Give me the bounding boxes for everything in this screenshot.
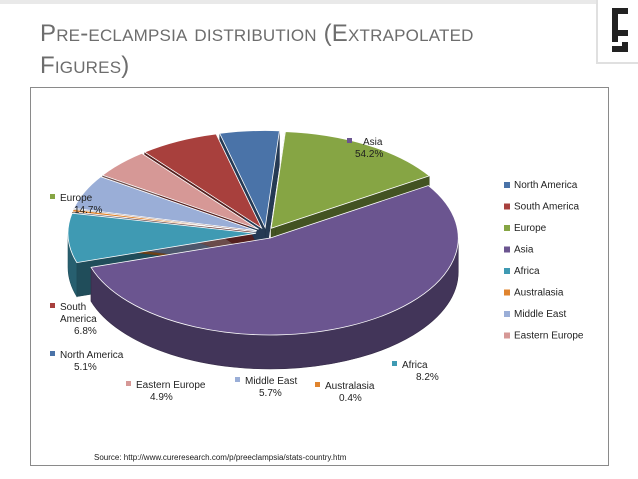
legend-item-asia: Asia: [504, 245, 534, 256]
legend-item-north-america: North America: [504, 180, 578, 191]
data-label-swatch-australasia: [315, 382, 320, 387]
data-label-swatch-eastern-europe: [126, 381, 131, 386]
legend-swatch-africa: [504, 268, 510, 274]
data-label-swatch-south-america: [50, 303, 55, 308]
top-rule: [0, 0, 600, 4]
pie-slice-middle-east: [73, 176, 257, 232]
slide-title: Pre-eclampsia distribution (Extrapolated…: [40, 18, 560, 82]
data-label-name-south-america: South America: [60, 302, 97, 325]
legend-item-middle-east: Middle East: [504, 309, 566, 320]
data-label-value-middle-east: 5.7%: [259, 388, 282, 399]
legend-label-australasia: Australasia: [514, 288, 564, 299]
slide-title-line-2: Figures): [40, 52, 130, 79]
legend-label-eastern-europe: Eastern Europe: [514, 331, 584, 342]
pie-slice-australasia: [71, 208, 257, 233]
pie-chart: North America5.1%Europe14.7%Asia54.2%Afr…: [50, 130, 584, 404]
data-label-value-south-america: 6.8%: [74, 326, 97, 337]
legend-swatch-south-america: [504, 203, 510, 210]
legend-label-south-america: South America: [514, 202, 579, 213]
data-label-name-north-america: North America: [60, 350, 124, 361]
legend-label-europe: Europe: [514, 223, 547, 234]
data-label-name-europe: Europe: [60, 193, 93, 204]
legend-swatch-eastern-europe: [504, 332, 510, 339]
data-label-value-north-america: 5.1%: [74, 362, 97, 373]
pie-slice-asia: [90, 185, 459, 336]
pie-slice-eastern-europe: [101, 152, 259, 230]
legend-item-eastern-europe: Eastern Europe: [504, 331, 584, 342]
data-label-value-africa: 8.2%: [416, 372, 439, 383]
legend-item-australasia: Australasia: [504, 288, 564, 299]
data-label-value-australasia: 0.4%: [339, 393, 362, 404]
legend-swatch-north-america: [504, 182, 510, 188]
data-label-swatch-middle-east: [235, 377, 240, 382]
data-label-name-asia: Asia: [363, 137, 383, 148]
legend-swatch-asia: [504, 246, 510, 253]
data-label-name-australasia: Australasia: [325, 381, 375, 392]
legend-item-europe: Europe: [504, 223, 547, 234]
legend-swatch-middle-east: [504, 311, 510, 317]
data-label-swatch-asia: [347, 138, 352, 143]
data-label-swatch-north-america: [50, 351, 55, 356]
chart-frame: North America 5.1% Europe 14.7% Asia 54.2% Afr…: [30, 87, 609, 466]
pie-slice-south-america: [143, 133, 263, 230]
legend-swatch-europe: [504, 225, 510, 231]
pie-slice-africa: [67, 212, 257, 264]
legend-item-africa: Africa: [504, 266, 540, 277]
slide-title-line-1: Pre-eclampsia distribution (Extrapolated: [40, 20, 474, 47]
pie-slice-europe: [270, 131, 431, 229]
legend-label-asia: Asia: [514, 245, 534, 256]
source-note: Source: http://www.cureresearch.com/p/pr…: [94, 453, 347, 462]
data-label-swatch-africa: [392, 361, 397, 366]
data-label-name-africa: Africa: [402, 360, 428, 371]
pie-slice-north-america: [219, 130, 280, 229]
logo: [596, 0, 638, 64]
legend-label-north-america: North America: [514, 180, 578, 191]
data-label-name-eastern-europe: Eastern Europe: [136, 380, 206, 391]
data-label-value-europe: 14.7%: [74, 205, 102, 216]
legend-label-middle-east: Middle East: [514, 309, 566, 320]
data-label-value-eastern-europe: 4.9%: [150, 392, 173, 403]
data-label-swatch-europe: [50, 194, 55, 199]
legend-label-africa: Africa: [514, 266, 540, 277]
data-label-name-middle-east: Middle East: [245, 376, 297, 387]
data-label-value-asia: 54.2%: [355, 149, 383, 160]
logo-icon: [612, 8, 628, 52]
legend-swatch-australasia: [504, 289, 510, 296]
legend-item-south-america: South America: [504, 202, 579, 213]
